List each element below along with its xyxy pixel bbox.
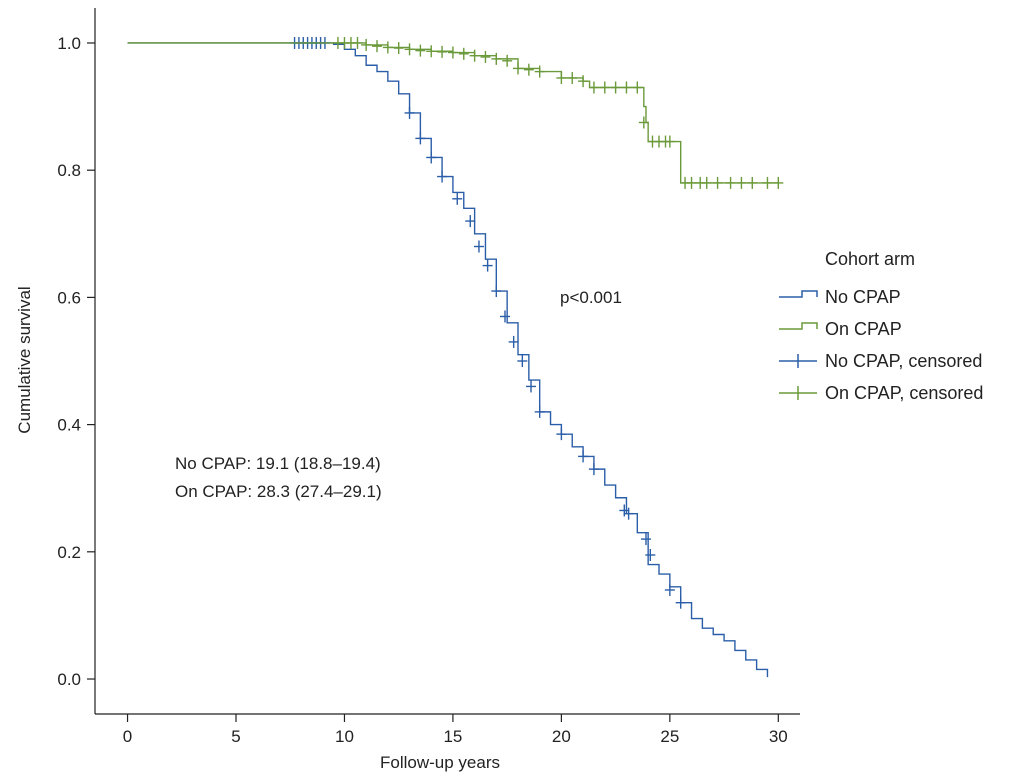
y-tick-label-1.0: 1.0 (57, 34, 81, 53)
median-on-cpap-annotation: On CPAP: 28.3 (27.4–29.1) (175, 482, 382, 501)
legend-swatch-on-cpap (779, 322, 818, 330)
p-value-annotation: p<0.001 (560, 288, 622, 307)
x-tick-label-15: 15 (443, 727, 462, 746)
legend: Cohort arm No CPAP On CPAP No CPAP, censor… (779, 249, 983, 403)
median-no-cpap-annotation: No CPAP: 19.1 (18.8–19.4) (175, 454, 381, 473)
y-tick-label-0.4: 0.4 (57, 416, 81, 435)
legend-label-on-cpap: On CPAP (825, 319, 902, 339)
series-layer (127, 36, 784, 678)
x-tick-label-10: 10 (335, 727, 354, 746)
y-axis-title: Cumulative survival (15, 286, 34, 433)
x-axis-title: Follow-up years (380, 753, 500, 772)
censor-marks-on-cpap (332, 36, 784, 189)
x-tick-label-30: 30 (769, 727, 788, 746)
legend-title: Cohort arm (825, 249, 915, 269)
legend-label-on-cpap-censored: On CPAP, censored (825, 383, 983, 403)
series-line-no-cpap (127, 42, 769, 678)
x-tick-label-20: 20 (552, 727, 571, 746)
legend-swatch-no-cpap (779, 290, 818, 298)
y-tick-label-0.0: 0.0 (57, 670, 81, 689)
x-tick-label-5: 5 (231, 727, 240, 746)
legend-label-no-cpap: No CPAP (825, 287, 901, 307)
axes: 0 5 10 15 20 25 30 0.0 0.2 0.4 0.6 0.8 1.0 (57, 8, 800, 746)
x-tick-label-0: 0 (123, 727, 132, 746)
series-line-on-cpap (127, 42, 779, 184)
y-tick-label-0.8: 0.8 (57, 161, 81, 180)
legend-label-no-cpap-censored: No CPAP, censored (825, 351, 982, 371)
y-tick-label-0.6: 0.6 (57, 288, 81, 307)
x-tick-label-25: 25 (660, 727, 679, 746)
y-tick-label-0.2: 0.2 (57, 543, 81, 562)
censor-marks-no-cpap (289, 36, 686, 609)
